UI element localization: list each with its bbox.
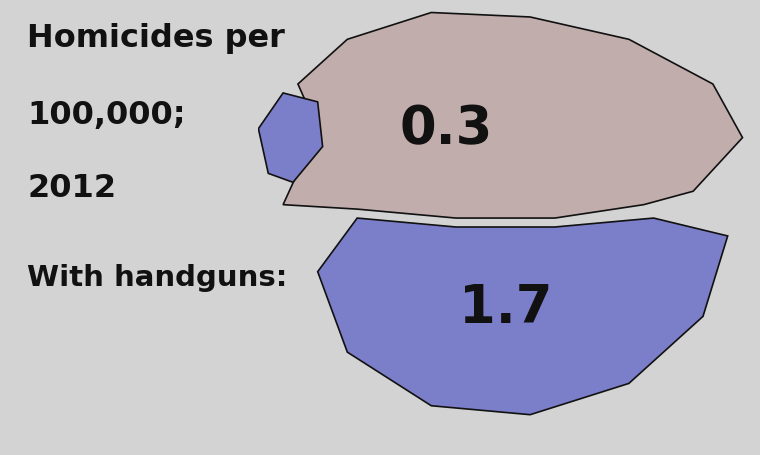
Text: 0.3: 0.3 bbox=[400, 103, 492, 155]
Text: With handguns:: With handguns: bbox=[27, 264, 288, 292]
Polygon shape bbox=[258, 94, 322, 183]
Polygon shape bbox=[283, 14, 743, 218]
Text: 1.7: 1.7 bbox=[458, 282, 553, 334]
Text: Homicides per: Homicides per bbox=[27, 23, 285, 54]
Text: 100,000;: 100,000; bbox=[27, 100, 186, 131]
Polygon shape bbox=[318, 218, 727, 415]
Text: 2012: 2012 bbox=[27, 173, 116, 204]
